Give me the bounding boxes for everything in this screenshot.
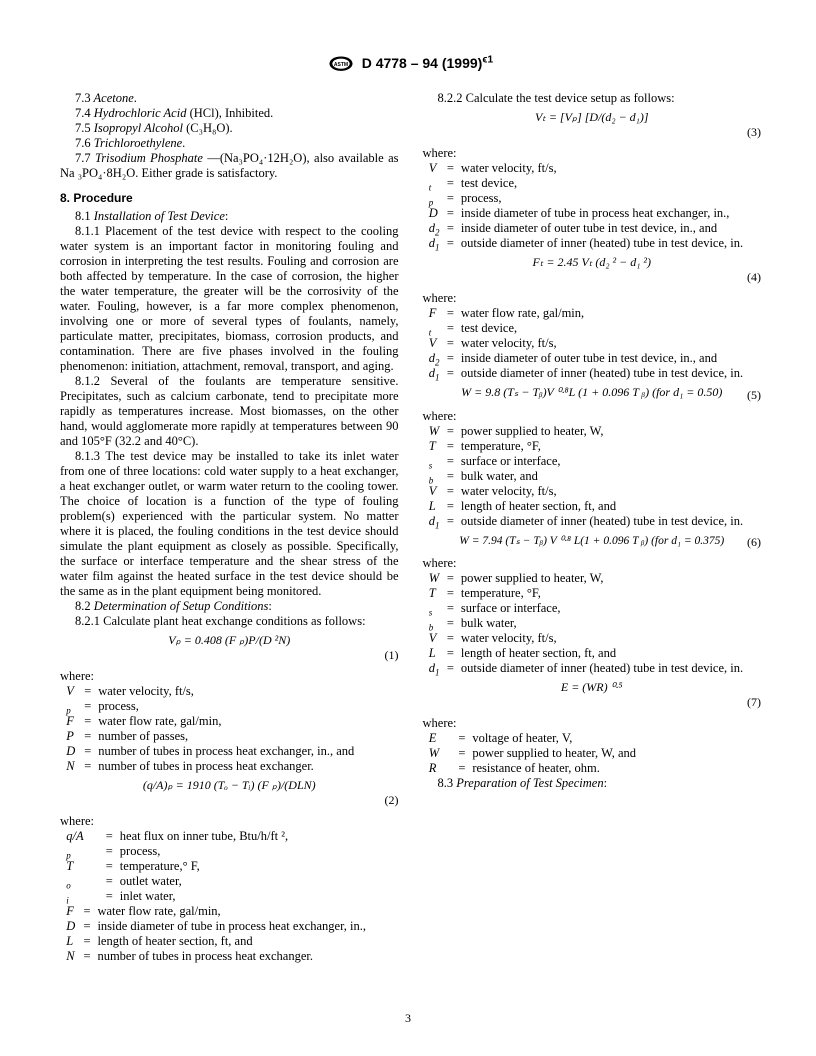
def-list-6: W=power supplied to heater, W, T=tempera… xyxy=(429,571,768,676)
para-8-2-2: 8.2.2 Calculate the test device setup as… xyxy=(423,91,762,106)
equation-4-number: (4) xyxy=(423,270,762,285)
equation-2: (q/A)ₚ = 1910 (Tₒ − Tᵢ) (F ₚ)/(DLN) xyxy=(60,778,399,793)
para-8-1-3: 8.1.3 The test device may be installed t… xyxy=(60,449,399,599)
equation-1: Vₚ = 0.408 (F ₚ)P/(D ²N) xyxy=(60,633,399,648)
para-8-1-1: 8.1.1 Placement of the test device with … xyxy=(60,224,399,374)
where-2: where: xyxy=(60,814,399,829)
def-list-3: V=water velocity, ft/s, t=test device, p… xyxy=(429,161,768,251)
section-8-1: 8.1 Installation of Test Device: xyxy=(60,209,399,224)
where-7: where: xyxy=(423,716,762,731)
where-5: where: xyxy=(423,409,762,424)
def-list-2: q/A=heat flux on inner tube, Btu/h/ft ²,… xyxy=(66,829,405,904)
item-7-6: 7.6 Trichloroethylene. xyxy=(60,136,399,151)
item-7-3: 7.3 Acetone. xyxy=(60,91,399,106)
equation-5: W = 9.8 (Tₛ − Tᵦ)V ⁰·⁸L (1 + 0.096 T ᵦ) … xyxy=(423,385,762,400)
two-column-body: 7.3 Acetone. 7.4 Hydrochloric Acid (HCl)… xyxy=(60,91,761,971)
equation-3: Vₜ = [Vₚ] [D/(d₂ − d₁)] xyxy=(423,110,762,125)
astm-logo-icon: ASTM xyxy=(328,55,354,73)
equation-4: Fₜ = 2.45 Vₜ (d₂ ² − d₁ ²) xyxy=(423,255,762,270)
where-4: where: xyxy=(423,291,762,306)
equation-6: W = 7.94 (Tₛ − Tᵦ) V ⁰·⁸ L(1 + 0.096 T ᵦ… xyxy=(423,533,762,547)
section-8-heading: 8. Procedure xyxy=(60,191,399,205)
def-list-1: V=water velocity, ft/s, p=process, F=wat… xyxy=(66,684,405,774)
section-8-2: 8.2 Determination of Setup Conditions: xyxy=(60,599,399,614)
where-1: where: xyxy=(60,669,399,684)
equation-7-number: (7) xyxy=(423,695,762,710)
def-list-2-cont: F=water flow rate, gal/min, D=inside dia… xyxy=(66,904,405,964)
para-8-1-2: 8.1.2 Several of the foulants are temper… xyxy=(60,374,399,449)
section-8-3: 8.3 Preparation of Test Specimen: xyxy=(423,776,762,791)
equation-7: E = (WR) ⁰·⁵ xyxy=(423,680,762,695)
designation-text: D 4778 – 94 (1999) xyxy=(362,55,483,71)
where-6: where: xyxy=(423,556,762,571)
page-header: ASTM D 4778 – 94 (1999)ϵ1 xyxy=(60,55,761,73)
def-list-4: F=water flow rate, gal/min, t=test devic… xyxy=(429,306,768,381)
item-7-4: 7.4 Hydrochloric Acid (HCl), Inhibited. xyxy=(60,106,399,121)
eps-superscript: ϵ1 xyxy=(482,53,493,65)
equation-1-number: (1) xyxy=(60,648,399,663)
item-7-5: 7.5 Isopropyl Alcohol (C₃H₈O). xyxy=(60,121,399,136)
def-list-7: E=voltage of heater, V, W=power supplied… xyxy=(429,731,768,776)
svg-text:ASTM: ASTM xyxy=(334,62,348,68)
equation-2-number: (2) xyxy=(60,793,399,808)
para-8-2-1: 8.2.1 Calculate plant heat exchange cond… xyxy=(60,614,399,629)
page-number: 3 xyxy=(0,1011,816,1026)
def-list-5: W=power supplied to heater, W, T=tempera… xyxy=(429,424,768,529)
item-7-7: 7.7 Trisodium Phosphate —(Na₃PO₄·12H₂O),… xyxy=(60,151,399,181)
equation-3-number: (3) xyxy=(423,125,762,140)
where-3: where: xyxy=(423,146,762,161)
